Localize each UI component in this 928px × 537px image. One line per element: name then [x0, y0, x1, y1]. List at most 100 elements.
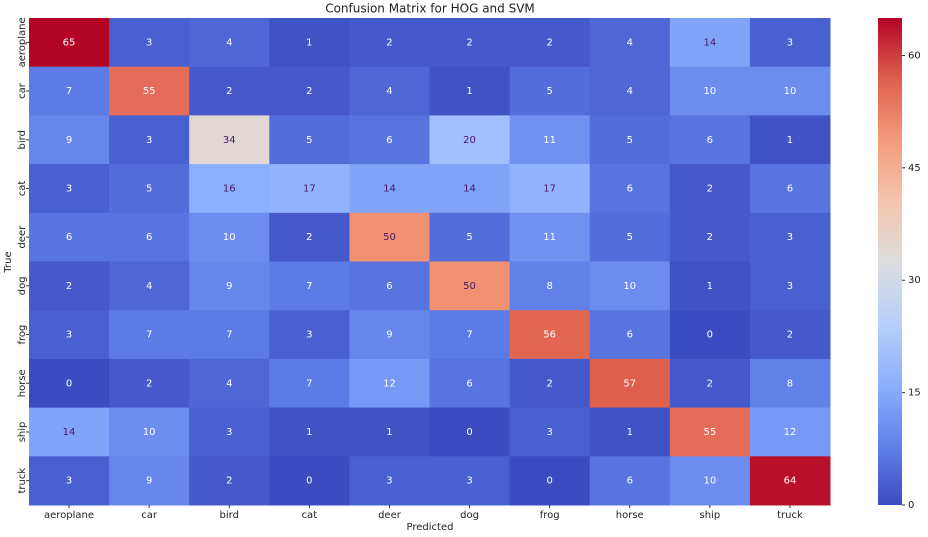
cell-label: 5 [627, 232, 633, 243]
heatmap-cell [109, 18, 190, 68]
heatmap-cell [29, 358, 110, 409]
cell-label: 20 [463, 135, 476, 146]
heatmap-cell [429, 456, 511, 506]
colorbar-tick-label: 0 [908, 500, 914, 511]
cell-label: 1 [466, 86, 472, 97]
heatmap-cell [749, 456, 831, 506]
heatmap-cell [189, 212, 270, 262]
cell-label: 5 [627, 135, 633, 146]
cell-label: 2 [386, 37, 392, 48]
x-tick-label: car [141, 510, 158, 521]
y-tick-label: truck [17, 468, 28, 494]
cell-label: 7 [146, 330, 152, 341]
heatmap-cell [189, 310, 270, 360]
cell-label: 0 [466, 427, 472, 438]
heatmap-cell [749, 66, 831, 116]
y-tick-label: cat [17, 181, 28, 197]
cell-label: 3 [546, 427, 552, 438]
cell-label: 9 [146, 476, 152, 487]
cell-label: 6 [466, 378, 472, 389]
heatmap-cell [429, 261, 511, 311]
heatmap-cell [349, 358, 430, 409]
colorbar-tick-label: 45 [908, 163, 921, 174]
heatmap-cell [669, 212, 751, 262]
cell-label: 6 [627, 183, 633, 194]
heatmap-cell [509, 310, 591, 360]
cell-label: 2 [146, 378, 152, 389]
cell-label: 5 [306, 135, 312, 146]
cell-label: 2 [306, 86, 312, 97]
heatmap-cell [509, 212, 591, 262]
cell-label: 14 [383, 183, 396, 194]
heatmap-cell [189, 407, 270, 457]
cell-label: 4 [627, 37, 633, 48]
heatmap-cell [349, 456, 430, 506]
cell-label: 4 [627, 86, 633, 97]
heatmap-cell [429, 407, 511, 457]
heatmap-cell [349, 18, 430, 68]
y-tick-label: horse [17, 369, 28, 397]
cell-label: 10 [703, 476, 716, 487]
y-tick-label: aeroplane [17, 17, 28, 67]
colorbar-tick-label: 60 [908, 50, 921, 61]
cell-label: 3 [386, 476, 392, 487]
heatmap-cell [269, 456, 350, 506]
heatmap-cell [509, 115, 591, 165]
heatmap-cell [189, 456, 270, 506]
heatmap-cell [429, 212, 511, 262]
x-tick-label: aeroplane [44, 510, 94, 521]
cell-label: 2 [546, 378, 552, 389]
heatmap-cell [589, 310, 671, 360]
cell-label: 2 [226, 476, 232, 487]
colorbar-tick-label: 30 [908, 275, 921, 286]
cell-label: 12 [784, 427, 797, 438]
cell-label: 10 [143, 427, 156, 438]
heatmap-cell [509, 261, 591, 311]
heatmap-cell [269, 310, 350, 360]
heatmap-cell [589, 407, 671, 457]
heatmap-cell [749, 18, 831, 68]
heatmap-cell [269, 18, 350, 68]
cell-label: 9 [386, 330, 392, 341]
cell-label: 5 [466, 232, 472, 243]
heatmap-cell [109, 310, 190, 360]
cell-label: 9 [66, 135, 72, 146]
heatmap-cell [669, 358, 751, 409]
heatmap-cell [509, 66, 591, 116]
heatmap-cell [589, 212, 671, 262]
heatmap-cell [189, 164, 270, 214]
cell-label: 1 [386, 427, 392, 438]
cell-label: 10 [784, 86, 797, 97]
heatmap-cell [29, 407, 110, 457]
cell-label: 0 [546, 476, 552, 487]
cell-label: 3 [146, 37, 152, 48]
cell-label: 50 [463, 281, 476, 292]
cell-label: 14 [463, 183, 476, 194]
heatmap-cell [189, 115, 270, 165]
heatmap-cell [669, 456, 751, 506]
heatmap-cell [669, 310, 751, 360]
y-tick-label: dog [17, 276, 28, 295]
cell-label: 1 [787, 135, 793, 146]
heatmap-cell [349, 212, 430, 262]
cell-label: 6 [627, 476, 633, 487]
heatmap-cell [429, 66, 511, 116]
heatmap-cell [109, 456, 190, 506]
cell-label: 11 [543, 135, 556, 146]
cell-label: 2 [306, 232, 312, 243]
cell-label: 0 [306, 476, 312, 487]
cell-label: 65 [63, 37, 76, 48]
cell-label: 50 [383, 232, 396, 243]
heatmap-cell [669, 261, 751, 311]
cell-label: 3 [66, 330, 72, 341]
heatmap-cell [349, 115, 430, 165]
heatmap-cell [29, 310, 110, 360]
heatmap-cell [269, 261, 350, 311]
heatmap-cell [189, 18, 270, 68]
cell-label: 0 [66, 378, 72, 389]
heatmap-cell [669, 115, 751, 165]
y-tick-label: frog [17, 325, 28, 345]
heatmap-cell [109, 261, 190, 311]
cell-label: 6 [627, 330, 633, 341]
cell-label: 3 [787, 37, 793, 48]
